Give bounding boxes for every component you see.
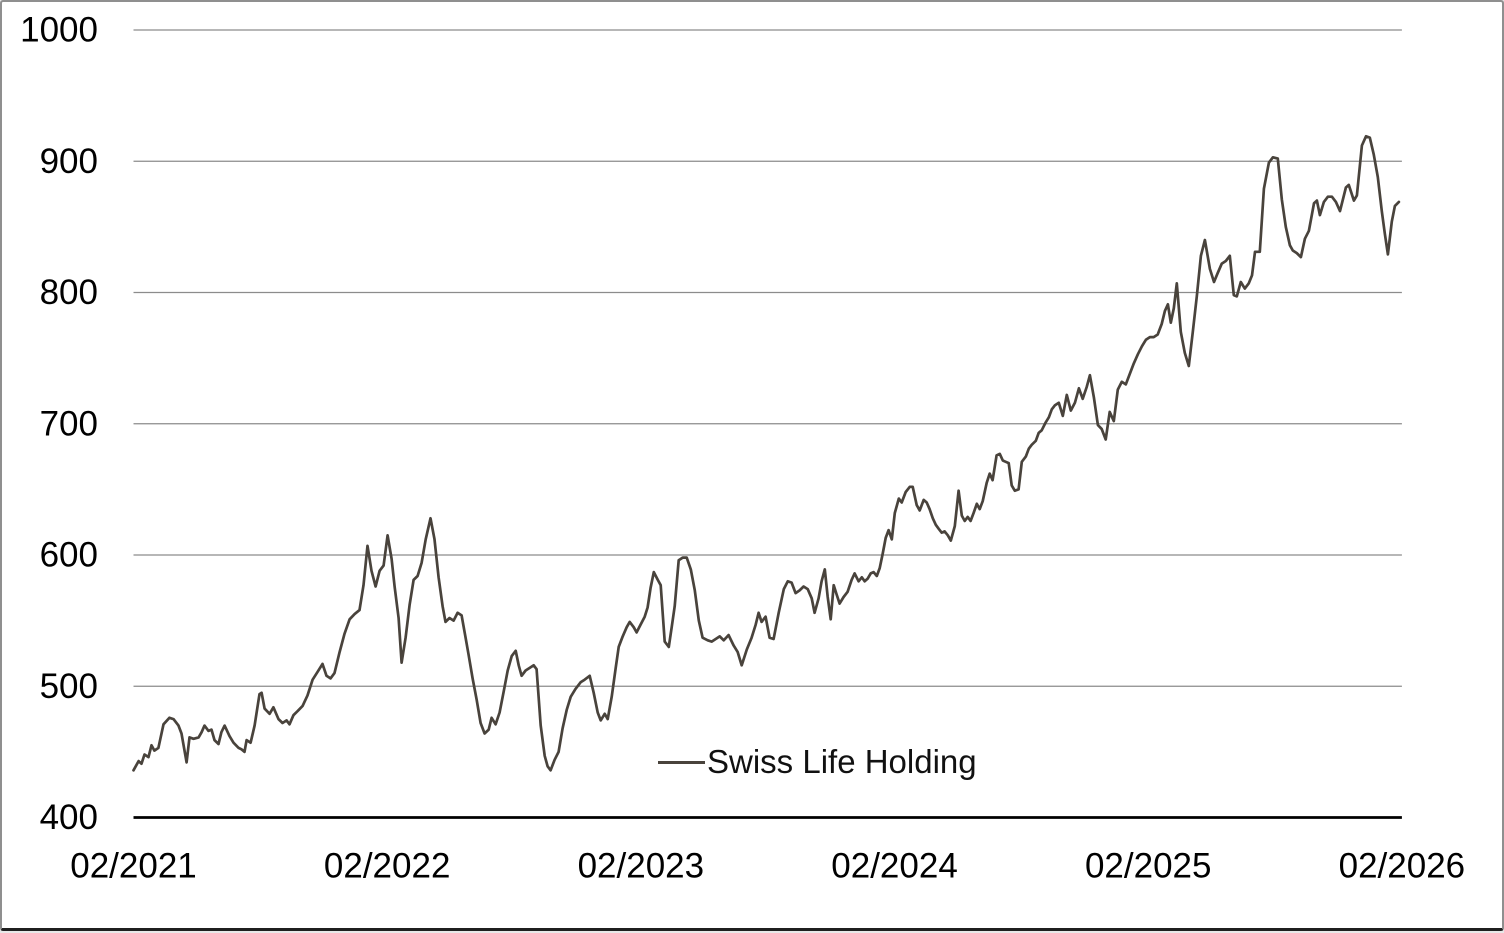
y-axis-tick-label: 1000 bbox=[20, 11, 98, 50]
y-axis-tick-label: 500 bbox=[40, 667, 98, 706]
y-axis-tick-label: 900 bbox=[40, 142, 98, 181]
y-axis-tick-label: 600 bbox=[40, 536, 98, 575]
x-axis-tick-label: 02/2026 bbox=[1339, 847, 1466, 886]
x-axis-tick-label: 02/2025 bbox=[1085, 847, 1212, 886]
x-axis-tick-label: 02/2022 bbox=[324, 847, 451, 886]
x-axis-tick-label: 02/2024 bbox=[831, 847, 958, 886]
legend-label: Swiss Life Holding bbox=[707, 743, 977, 780]
y-axis-tick-label: 800 bbox=[40, 273, 98, 312]
legend: Swiss Life Holding bbox=[658, 743, 977, 781]
y-axis-tick-label: 400 bbox=[40, 798, 98, 837]
price-line-swiss-life-holding bbox=[132, 134, 1401, 772]
y-axis-tick-label: 700 bbox=[40, 404, 98, 443]
legend-line-sample bbox=[658, 760, 705, 764]
x-axis-tick-label: 02/2023 bbox=[578, 847, 705, 886]
x-axis-tick-label: 02/2021 bbox=[70, 847, 197, 886]
